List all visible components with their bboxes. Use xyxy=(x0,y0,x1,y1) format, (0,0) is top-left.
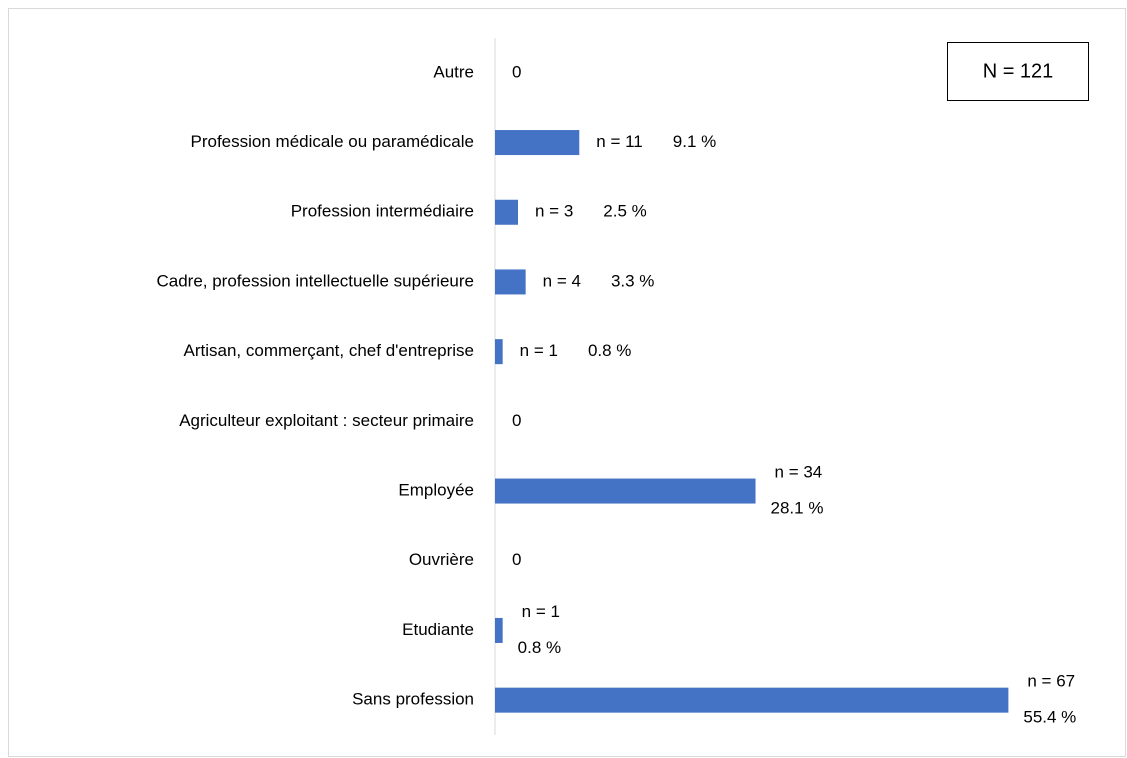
category-label: Profession médicale ou paramédicale xyxy=(191,132,475,151)
percentage-label: 3.3 % xyxy=(611,271,654,290)
value-label: n = 1 xyxy=(522,602,560,621)
value-label: n = 67 xyxy=(1027,672,1075,691)
category-label: Ouvrière xyxy=(409,550,474,569)
category-label: Employée xyxy=(398,481,474,500)
category-label: Cadre, profession intellectuelle supérie… xyxy=(156,271,474,290)
value-label: 0 xyxy=(512,550,521,569)
value-label: n = 34 xyxy=(775,463,823,482)
bar xyxy=(495,617,503,643)
percentage-label: 0.8 % xyxy=(518,638,561,657)
value-label: n = 3 xyxy=(535,202,573,221)
category-label: Sans profession xyxy=(352,690,474,709)
category-label: Profession intermédiaire xyxy=(291,202,474,221)
value-label: n = 4 xyxy=(543,271,581,290)
percentage-label: 28.1 % xyxy=(771,499,824,518)
value-label: 0 xyxy=(512,411,521,430)
value-label: n = 11 xyxy=(596,132,642,151)
category-label: Etudiante xyxy=(402,620,474,639)
percentage-label: 0.8 % xyxy=(588,341,631,360)
chart-border xyxy=(8,8,1126,757)
bar xyxy=(495,199,518,225)
bar xyxy=(495,687,1009,713)
bar xyxy=(495,339,503,365)
bar xyxy=(495,269,526,295)
percentage-label: 55.4 % xyxy=(1023,708,1076,727)
bar xyxy=(495,130,580,156)
percentage-label: 9.1 % xyxy=(673,132,716,151)
bar xyxy=(495,478,756,504)
percentage-label: 2.5 % xyxy=(603,202,646,221)
annotation: N = 121 xyxy=(983,60,1054,82)
category-label: Autre xyxy=(433,62,474,81)
value-label: n = 1 xyxy=(520,341,558,360)
category-label: Artisan, commerçant, chef d'entreprise xyxy=(184,341,474,360)
category-label: Agriculteur exploitant : secteur primair… xyxy=(179,411,474,430)
value-label: 0 xyxy=(512,62,521,81)
annotation-box xyxy=(947,42,1089,101)
